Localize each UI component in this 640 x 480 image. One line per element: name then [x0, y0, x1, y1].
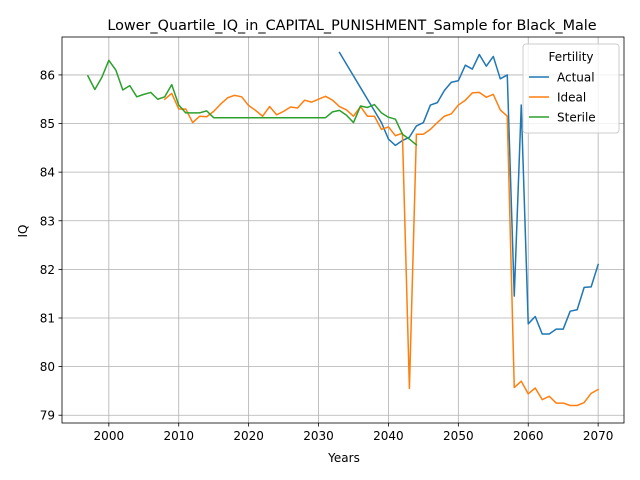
legend-label-actual: Actual [557, 71, 595, 85]
legend-label-sterile: Sterile [557, 111, 596, 125]
y-tick-label: 81 [40, 311, 55, 325]
series-lines [86, 51, 600, 407]
plot-frame [61, 36, 625, 424]
y-tick-label: 79 [40, 409, 55, 423]
legend-title: Fertility [548, 50, 593, 64]
x-tick-label: 2010 [163, 429, 194, 443]
series-line-ideal [163, 91, 600, 407]
x-tick-label: 2050 [443, 429, 474, 443]
y-tick-label: 86 [40, 68, 55, 82]
y-tick-label: 82 [40, 263, 55, 277]
y-tick-label: 85 [40, 117, 55, 131]
x-tick-label: 2020 [233, 429, 264, 443]
x-tick-label: 2000 [94, 429, 125, 443]
legend-entries: Actual Ideal Sterile [529, 71, 596, 125]
x-tick-label: 2030 [303, 429, 334, 443]
y-tick-label: 80 [40, 360, 55, 374]
legend: Fertility Actual Ideal Sterile [522, 43, 620, 134]
series-line-actual [338, 51, 600, 335]
y-axis-label: IQ [16, 225, 30, 238]
x-axis-label: Years [327, 451, 360, 465]
x-tick-label: 2060 [513, 429, 544, 443]
y-tick-label: 84 [40, 166, 55, 180]
axis-ticks: 2000 2010 2020 2030 2040 2050 2060 2070 79 80 81 82… [40, 68, 614, 443]
legend-label-ideal: Ideal [557, 91, 586, 105]
legend-box [522, 43, 620, 134]
y-tick-label: 83 [40, 214, 55, 228]
x-tick-label: 2040 [373, 429, 404, 443]
chart-title: Lower_Quartile_IQ_in_CAPITAL_PUNISHMENT_… [107, 18, 596, 34]
series-line-sterile [86, 59, 418, 146]
x-tick-label: 2070 [583, 429, 614, 443]
